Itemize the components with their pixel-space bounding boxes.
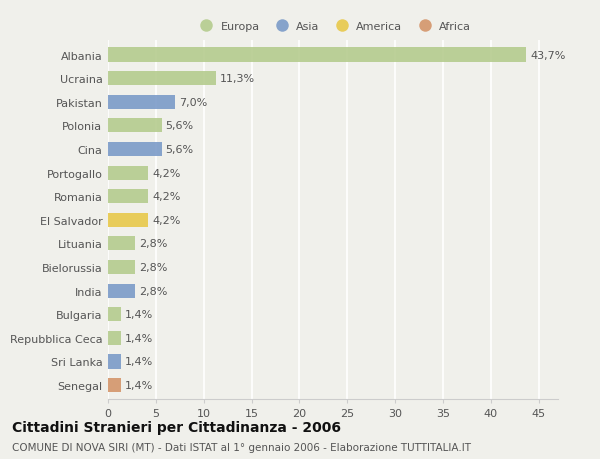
Text: 4,2%: 4,2% [152,168,181,178]
Text: 7,0%: 7,0% [179,98,207,107]
Text: 2,8%: 2,8% [139,263,167,273]
Text: 5,6%: 5,6% [166,145,194,155]
Bar [108,354,121,369]
Text: Cittadini Stranieri per Cittadinanza - 2006: Cittadini Stranieri per Cittadinanza - 2… [12,420,341,434]
Bar [108,119,161,133]
Bar [108,331,121,345]
Bar [108,143,161,157]
Bar [108,284,135,298]
Bar [108,95,175,110]
Legend: Europa, Asia, America, Africa: Europa, Asia, America, Africa [195,22,471,32]
Text: 4,2%: 4,2% [152,215,181,225]
Text: 11,3%: 11,3% [220,74,255,84]
Text: 1,4%: 1,4% [125,333,154,343]
Bar [108,308,121,322]
Text: 2,8%: 2,8% [139,286,167,296]
Bar [108,237,135,251]
Bar [108,166,148,180]
Text: 5,6%: 5,6% [166,121,194,131]
Text: 2,8%: 2,8% [139,239,167,249]
Text: 43,7%: 43,7% [530,50,566,61]
Bar [108,48,526,62]
Text: 4,2%: 4,2% [152,192,181,202]
Bar [108,260,135,274]
Text: COMUNE DI NOVA SIRI (MT) - Dati ISTAT al 1° gennaio 2006 - Elaborazione TUTTITAL: COMUNE DI NOVA SIRI (MT) - Dati ISTAT al… [12,442,471,452]
Text: 1,4%: 1,4% [125,309,154,319]
Bar [108,72,216,86]
Bar [108,190,148,204]
Text: 1,4%: 1,4% [125,357,154,367]
Text: 1,4%: 1,4% [125,380,154,390]
Bar [108,378,121,392]
Bar [108,213,148,227]
